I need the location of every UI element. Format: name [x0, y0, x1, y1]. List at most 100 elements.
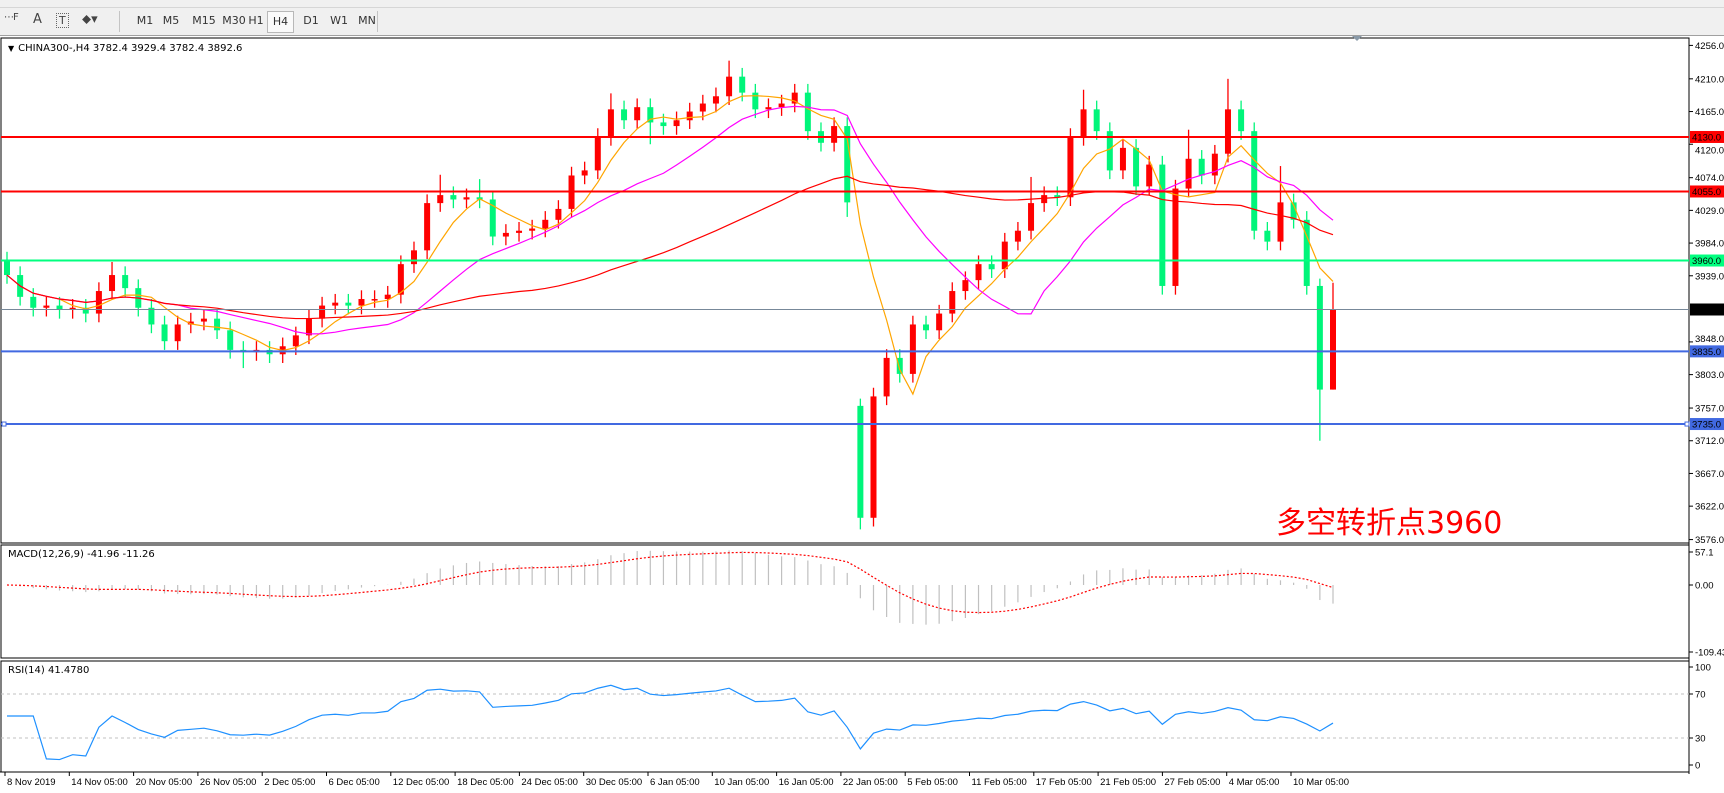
candle — [621, 100, 628, 129]
candle — [962, 271, 969, 300]
level-price-badge — [1690, 185, 1724, 198]
candle-body — [1211, 153, 1218, 176]
candle — [227, 321, 234, 359]
candle-body — [56, 305, 63, 310]
time-tick-label: 22 Jan 05:00 — [843, 777, 898, 788]
candle — [214, 309, 221, 340]
candle — [896, 349, 903, 383]
candle — [174, 315, 181, 350]
text-icon[interactable]: A — [33, 12, 42, 27]
candle-body — [673, 120, 680, 127]
timeframe-h1[interactable]: H1 — [248, 14, 264, 27]
candle-body — [739, 76, 746, 93]
candle-body — [988, 264, 995, 270]
candle-body — [358, 299, 365, 306]
candle — [424, 194, 431, 260]
candle-body — [1185, 158, 1192, 189]
macd-signal-line — [6, 551, 1334, 614]
price-tick-label: 4120.0 — [1695, 145, 1724, 156]
level-price-label: 3835.0 — [1692, 347, 1721, 358]
candle-body — [109, 275, 116, 292]
candle — [1303, 211, 1310, 295]
candle-body — [332, 302, 339, 306]
chart-annotation[interactable]: 多空转折点3960 — [1276, 506, 1503, 541]
price-tick-label: 3803.0 — [1695, 370, 1724, 381]
chart-toolbar: ⋯F A T ⬥▾ M1 M5 M15 M30 H1 H4 D1 W1 MN — [0, 8, 1724, 36]
candle — [1211, 144, 1218, 185]
macd-histogram — [19, 550, 1334, 625]
candle-body — [1303, 219, 1310, 286]
candle — [148, 299, 155, 334]
main-toolbar — [0, 0, 1724, 8]
level-price-badge — [1690, 418, 1724, 431]
candle — [909, 315, 916, 383]
timeframe-m15[interactable]: M15 — [192, 14, 216, 27]
fibo-fan-icon[interactable]: ⋯F — [4, 12, 19, 23]
text-label-icon[interactable]: T — [56, 13, 69, 28]
candle — [1054, 186, 1061, 207]
candle-body — [831, 126, 838, 143]
price-tick-label: 4074.0 — [1695, 173, 1724, 184]
toolbar-separator — [377, 11, 378, 32]
candle-body — [200, 318, 207, 322]
candle-body — [752, 92, 759, 110]
candle — [332, 293, 339, 315]
candle-body — [43, 305, 50, 308]
candle — [95, 282, 102, 323]
timeframe-d1[interactable]: D1 — [303, 14, 319, 27]
timeframe-h4[interactable]: H4 — [267, 11, 294, 33]
candle — [752, 83, 759, 119]
candle-body — [1119, 147, 1126, 171]
time-tick-label: 6 Jan 05:00 — [650, 777, 700, 788]
candle — [384, 285, 391, 308]
candle-body — [292, 335, 299, 347]
timeframe-w1[interactable]: W1 — [330, 14, 348, 27]
candle-body — [1316, 285, 1323, 390]
collapse-triangle-icon[interactable]: ▼ — [8, 44, 15, 53]
candle — [1290, 193, 1297, 229]
time-tick-label: 27 Feb 05:00 — [1164, 777, 1220, 788]
candle-body — [923, 324, 930, 331]
timeframe-mn[interactable]: MN — [358, 14, 376, 27]
candle — [1106, 122, 1113, 180]
level-price-label: 3960.0 — [1692, 256, 1721, 267]
candle — [883, 349, 890, 406]
candle — [712, 87, 719, 113]
timeframe-m1[interactable]: M1 — [136, 14, 154, 27]
candle-body — [1067, 136, 1074, 198]
candle — [410, 241, 417, 273]
toolbar-separator — [119, 11, 120, 32]
candle-body — [1277, 202, 1284, 242]
candle — [870, 387, 877, 527]
candle-body — [1093, 109, 1100, 132]
candle — [1119, 139, 1126, 180]
candle-body — [529, 228, 536, 231]
price-tick-label: 4029.0 — [1695, 206, 1724, 217]
price-tick-label: 4165.0 — [1695, 107, 1724, 118]
timeframe-m30[interactable]: M30 — [222, 14, 246, 27]
level-price-badge — [1690, 345, 1724, 358]
line-handle — [1684, 421, 1690, 427]
candle-body — [1001, 241, 1008, 270]
candle-body — [1146, 164, 1153, 187]
candle — [936, 304, 943, 340]
candle-body — [975, 264, 982, 281]
arrows-icon[interactable]: ⬥▾ — [82, 12, 98, 27]
timeframe-m5[interactable]: M5 — [162, 14, 180, 27]
level-price-label: 4055.0 — [1692, 187, 1721, 198]
candle-body — [883, 357, 890, 397]
rsi-tick-label: 0 — [1695, 761, 1700, 772]
candle — [358, 290, 365, 315]
candle — [1172, 179, 1179, 295]
candle-body — [804, 92, 811, 132]
candle-body — [1133, 147, 1140, 187]
time-tick-label: 17 Feb 05:00 — [1036, 777, 1092, 788]
line-handle — [1, 421, 7, 427]
candle-body — [1264, 230, 1271, 242]
candle-body — [1041, 195, 1048, 204]
candle-body — [1159, 164, 1166, 286]
candle-body — [857, 405, 864, 518]
candle — [857, 398, 864, 530]
level-price-badge — [1690, 130, 1724, 143]
